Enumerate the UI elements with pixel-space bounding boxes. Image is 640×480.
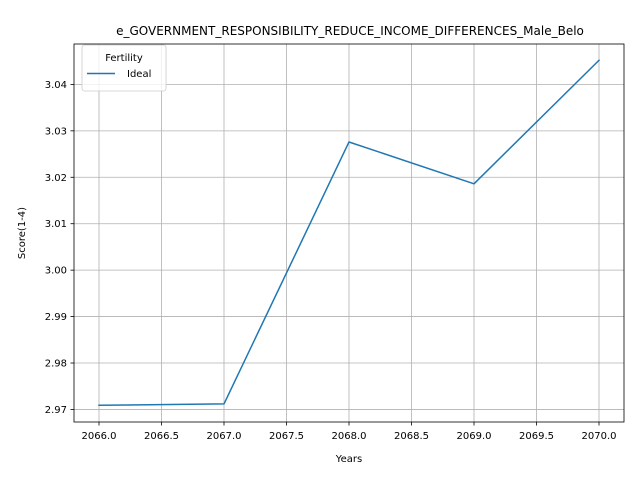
y-tick-label: 3.01 [45, 219, 67, 230]
grid-lines [74, 44, 624, 422]
y-tick-label: 3.02 [45, 173, 67, 184]
x-tick-label: 2066.5 [144, 431, 179, 442]
y-tick-label: 3.00 [45, 266, 67, 277]
y-axis-ticks: 2.97 2.98 2.99 3.00 3.01 3.02 3.03 3.04 [45, 80, 74, 416]
x-tick-label: 2067.0 [207, 431, 242, 442]
y-tick-label: 2.99 [45, 312, 67, 323]
legend-box [81, 44, 167, 92]
y-tick-label: 3.03 [45, 126, 67, 137]
y-axis-label: Score(1-4) [17, 207, 28, 259]
x-tick-label: 2068.0 [332, 431, 367, 442]
x-tick-label: 2069.0 [457, 431, 492, 442]
x-axis-ticks: 2066.0 2066.5 2067.0 2067.5 2068.0 2068.5 2069… [82, 422, 617, 442]
x-tick-label: 2070.0 [582, 431, 617, 442]
legend-entry-label: Ideal [127, 69, 151, 80]
x-tick-label: 2069.5 [519, 431, 554, 442]
x-axis-label: Years [335, 454, 362, 465]
series-group [98, 59, 601, 407]
x-tick-label: 2067.5 [269, 431, 304, 442]
series-line-ideal [98, 59, 601, 407]
x-tick-label: 2066.0 [82, 431, 117, 442]
chart-title: e_GOVERNMENT_RESPONSIBILITY_REDUCE_INCOM… [116, 24, 584, 38]
y-tick-label: 3.04 [45, 80, 67, 91]
y-tick-label: 2.98 [45, 359, 67, 370]
y-tick-label: 2.97 [45, 405, 67, 416]
legend-title: Fertility [105, 53, 143, 64]
x-tick-label: 2068.5 [394, 431, 429, 442]
legend: Fertility Ideal [81, 44, 167, 92]
